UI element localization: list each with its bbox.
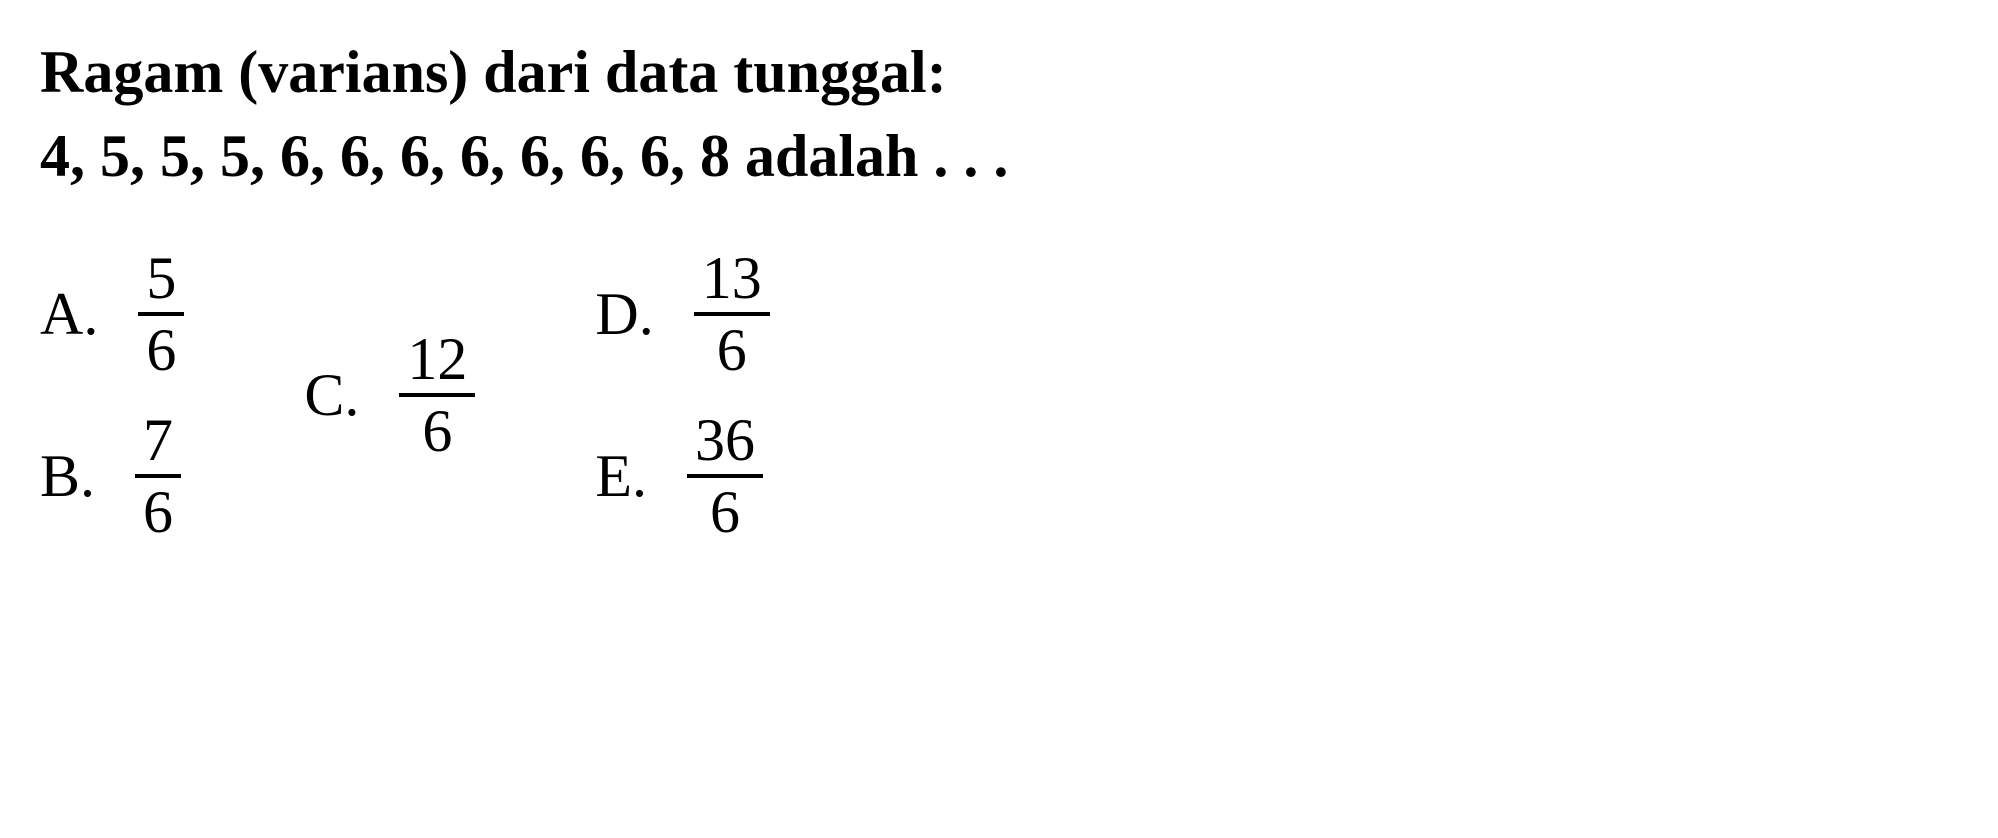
option-a-label: A. xyxy=(40,280,98,349)
option-c-denominator: 6 xyxy=(414,397,460,461)
option-column-center: C. 12 6 xyxy=(304,329,475,461)
option-e-numerator: 36 xyxy=(687,410,763,478)
options-container: A. 5 6 B. 7 6 C. 12 6 D. 13 xyxy=(40,248,1958,542)
option-column-right: D. 13 6 E. 36 6 xyxy=(595,248,769,542)
option-e-denominator: 6 xyxy=(702,478,748,542)
option-e: E. 36 6 xyxy=(595,410,769,542)
option-c: C. 12 6 xyxy=(304,329,475,461)
option-column-left: A. 5 6 B. 7 6 xyxy=(40,248,184,542)
option-b-fraction: 7 6 xyxy=(135,410,181,542)
option-e-fraction: 36 6 xyxy=(687,410,763,542)
option-c-numerator: 12 xyxy=(399,329,475,397)
option-b-denominator: 6 xyxy=(135,478,181,542)
option-e-label: E. xyxy=(595,442,647,511)
option-b: B. 7 6 xyxy=(40,410,184,542)
option-d: D. 13 6 xyxy=(595,248,769,380)
option-d-label: D. xyxy=(595,280,653,349)
option-b-label: B. xyxy=(40,442,95,511)
option-b-numerator: 7 xyxy=(135,410,181,478)
option-d-denominator: 6 xyxy=(709,316,755,380)
option-a-numerator: 5 xyxy=(138,248,184,316)
question-line2: 4, 5, 5, 5, 6, 6, 6, 6, 6, 6, 6, 8 adala… xyxy=(40,114,1958,198)
option-c-fraction: 12 6 xyxy=(399,329,475,461)
option-a: A. 5 6 xyxy=(40,248,184,380)
question-line1: Ragam (varians) dari data tunggal: xyxy=(40,30,1958,114)
option-d-numerator: 13 xyxy=(694,248,770,316)
option-a-fraction: 5 6 xyxy=(138,248,184,380)
option-c-label: C. xyxy=(304,361,359,430)
question-text: Ragam (varians) dari data tunggal: 4, 5,… xyxy=(40,30,1958,198)
option-d-fraction: 13 6 xyxy=(694,248,770,380)
option-a-denominator: 6 xyxy=(138,316,184,380)
